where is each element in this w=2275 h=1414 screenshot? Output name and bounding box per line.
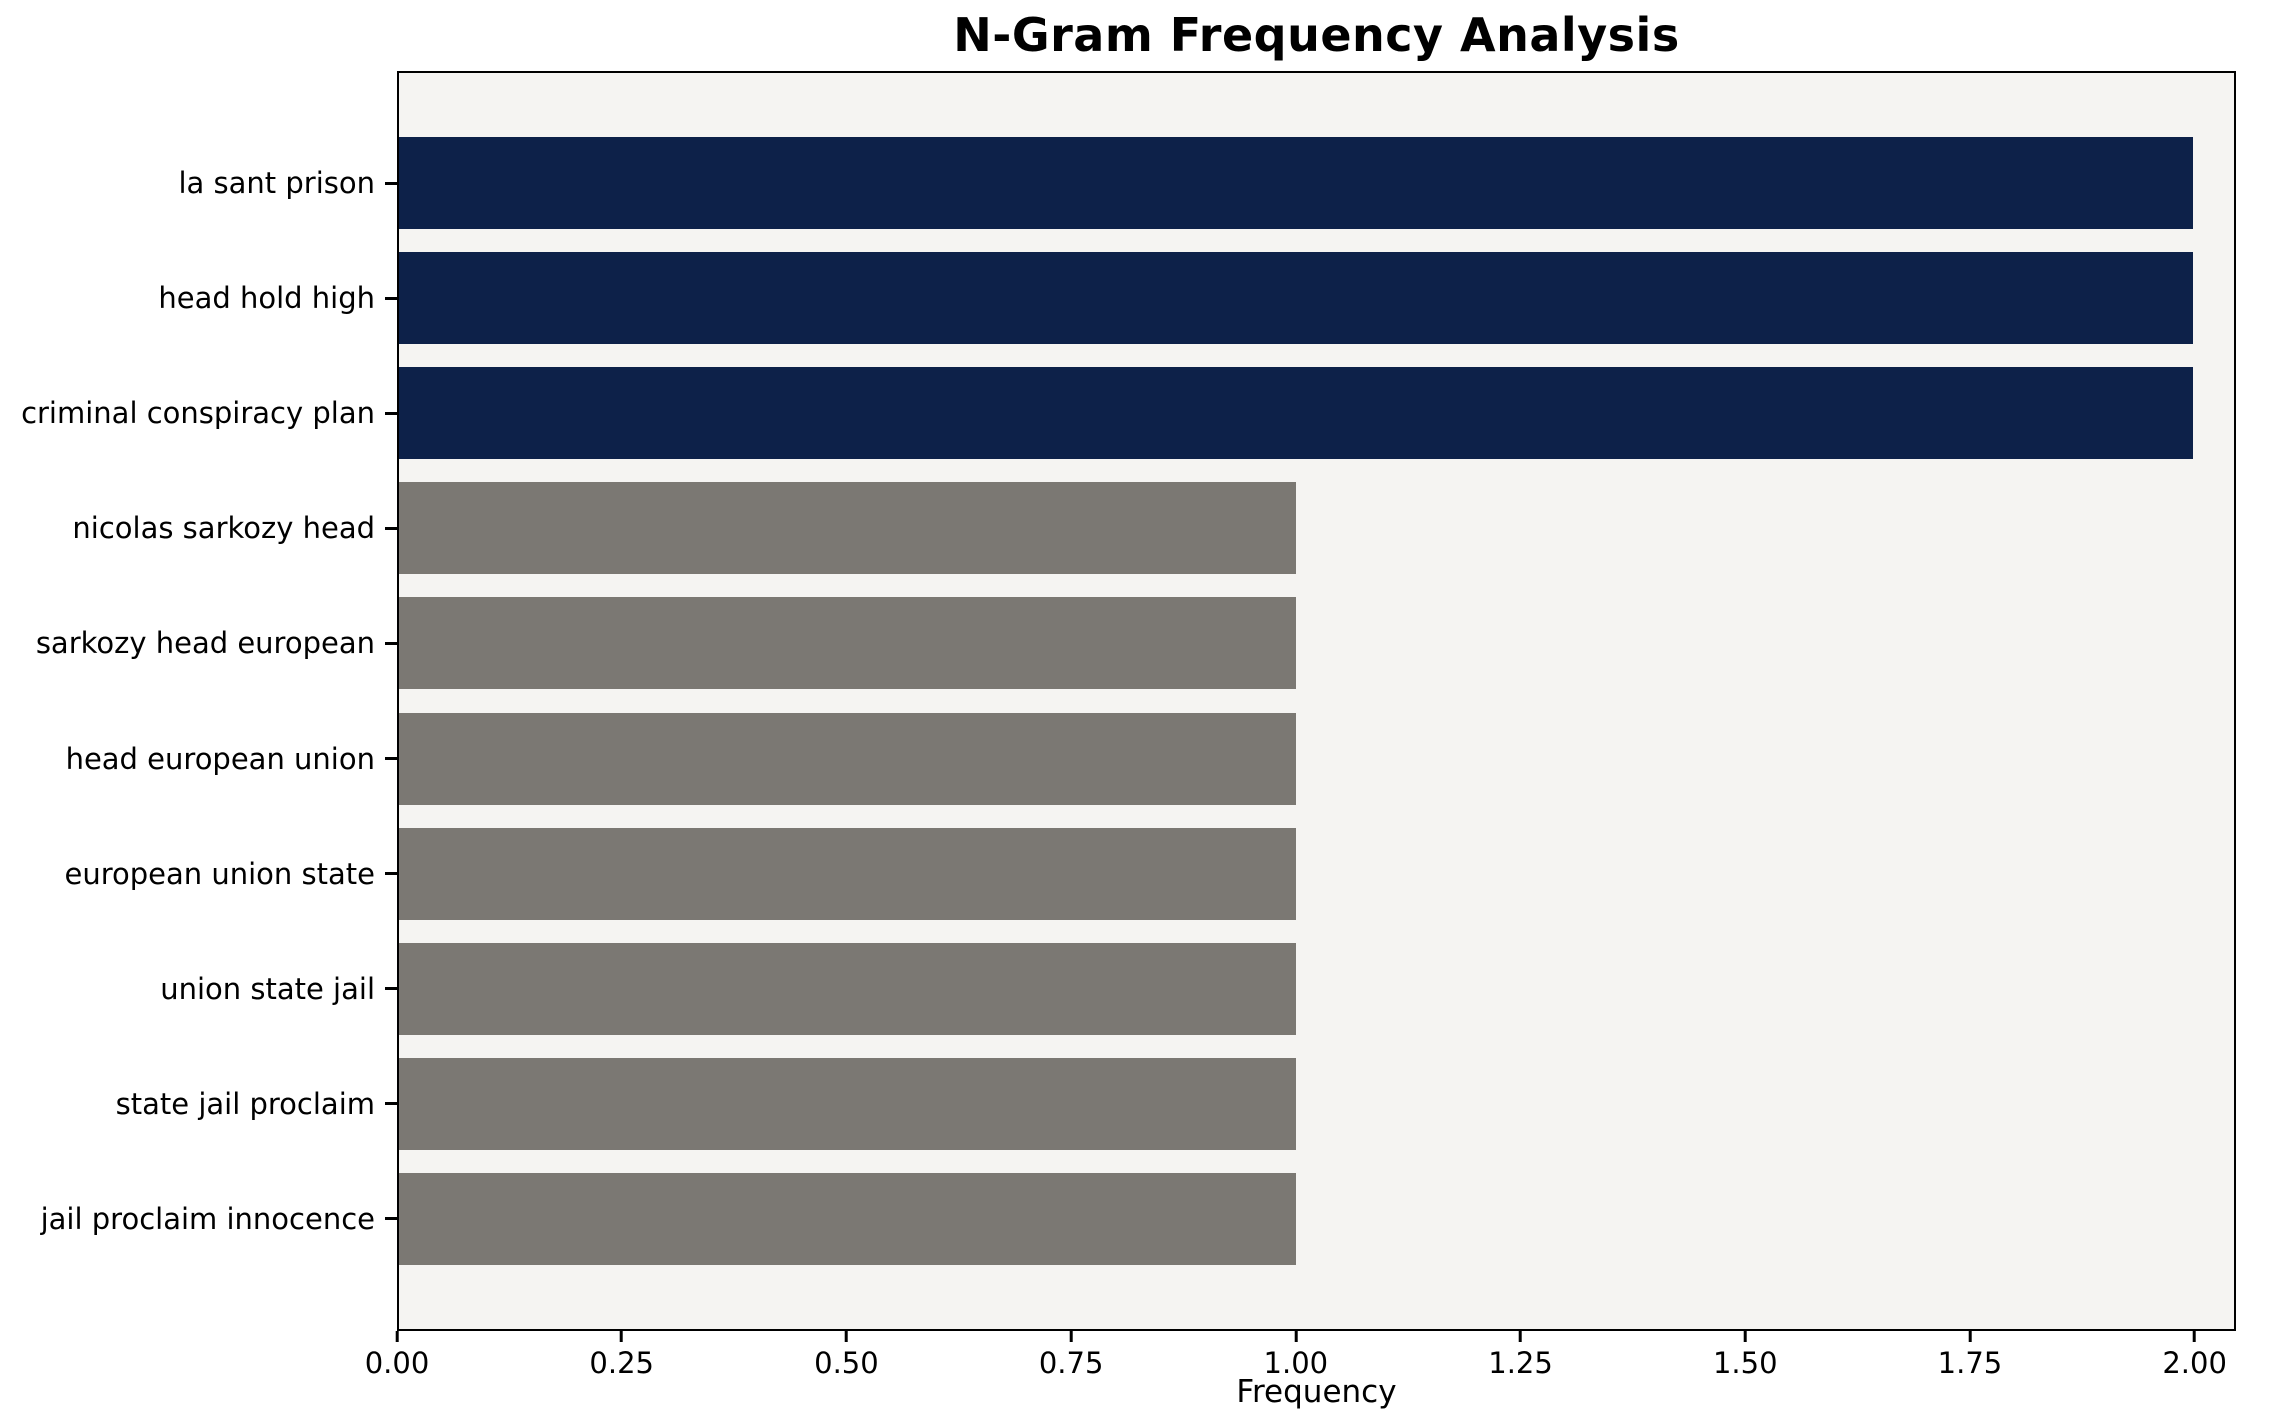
y-tick-label: la sant prison — [178, 166, 375, 200]
x-tick-label: 0.75 — [1038, 1346, 1104, 1380]
bar-row — [399, 137, 2234, 229]
x-tick-mark — [1743, 1331, 1747, 1342]
bar — [399, 1172, 1296, 1265]
y-tick-row: jail proclaim innocence — [0, 1173, 397, 1265]
x-tick-mark — [1069, 1331, 1073, 1342]
x-axis-label: Frequency — [1236, 1374, 1397, 1410]
y-tick-row: union state jail — [0, 943, 397, 1035]
y-tick-mark — [385, 1102, 397, 1106]
bar-rows — [399, 73, 2234, 1329]
chart-title: N-Gram Frequency Analysis — [953, 8, 1680, 62]
plot-area — [397, 71, 2236, 1331]
y-tick-label: jail proclaim innocence — [40, 1201, 375, 1236]
y-tick-mark — [385, 641, 397, 645]
y-tick-label: union state jail — [160, 971, 375, 1006]
x-tick: 0.25 — [589, 1331, 654, 1380]
y-tick-row: head european union — [0, 713, 397, 805]
x-tick-mark — [620, 1331, 624, 1342]
x-tick-label: 1.50 — [1712, 1346, 1778, 1380]
y-tick-row: sarkozy head european — [0, 597, 397, 689]
y-tick-row: nicolas sarkozy head — [0, 482, 397, 574]
y-tick-label: sarkozy head european — [35, 626, 375, 661]
x-tick: 2.00 — [2162, 1331, 2227, 1380]
bar — [399, 1057, 1296, 1150]
x-tick: 1.75 — [1937, 1331, 2003, 1380]
bar-row — [399, 1057, 2234, 1150]
y-tick-mark — [385, 181, 397, 185]
x-tick: 1.50 — [1713, 1331, 1778, 1380]
bar — [399, 712, 1296, 805]
x-tick-mark — [844, 1331, 848, 1342]
bar — [399, 942, 1296, 1035]
bar — [399, 827, 1296, 920]
y-tick-label: criminal conspiracy plan — [21, 396, 375, 431]
bar-row — [399, 597, 2234, 690]
x-tick-label: 1.00 — [1263, 1346, 1329, 1380]
x-axis: 0.00 0.25 0.50 0.75 1.00 1.25 1.50 1.75 2.00 — [365, 1331, 2236, 1391]
bar-row — [399, 942, 2234, 1035]
y-tick-mark — [385, 296, 397, 300]
x-tick-mark — [1294, 1331, 1298, 1342]
x-tick-label: 0.25 — [589, 1346, 654, 1380]
bar — [399, 482, 1296, 575]
x-tick: 1.25 — [1488, 1331, 1553, 1380]
y-tick-label: european union state — [64, 856, 376, 891]
y-tick-label: head european union — [65, 741, 375, 776]
y-tick-mark — [385, 987, 397, 991]
bar-row — [399, 367, 2234, 460]
y-tick-label: head hold high — [158, 281, 375, 316]
y-tick-row: la sant prison — [0, 137, 397, 229]
bar-row — [399, 827, 2234, 920]
y-tick-row: criminal conspiracy plan — [0, 367, 397, 459]
x-tick-mark — [395, 1331, 399, 1342]
x-tick: 1.00 — [1263, 1331, 1329, 1380]
bar-row — [399, 712, 2234, 805]
x-tick-mark — [1968, 1331, 1972, 1342]
x-tick: 0.00 — [364, 1331, 430, 1380]
y-tick-label: nicolas sarkozy head — [72, 511, 375, 546]
x-tick-label: 0.00 — [364, 1346, 430, 1380]
x-tick-mark — [2193, 1331, 2197, 1342]
x-tick-label: 2.00 — [2162, 1346, 2227, 1380]
x-tick-label: 1.25 — [1488, 1346, 1553, 1380]
y-tick-mark — [385, 526, 397, 530]
x-tick: 0.75 — [1038, 1331, 1104, 1380]
y-tick-mark — [385, 411, 397, 415]
bar-row — [399, 482, 2234, 575]
bar — [399, 137, 2193, 229]
x-tick-label: 1.75 — [1937, 1346, 2003, 1380]
x-tick-label: 0.50 — [814, 1346, 879, 1380]
bar-row — [399, 252, 2234, 345]
y-axis: la sant prison head hold high criminal con… — [0, 71, 397, 1331]
y-tick-mark — [385, 1217, 397, 1221]
bar — [399, 252, 2193, 345]
x-tick: 0.50 — [814, 1331, 879, 1380]
y-tick-mark — [385, 872, 397, 876]
bar — [399, 367, 2193, 460]
bar-row — [399, 1172, 2234, 1265]
y-tick-row: state jail proclaim — [0, 1058, 397, 1150]
bar — [399, 597, 1296, 690]
y-tick-row: head hold high — [0, 252, 397, 344]
x-tick-mark — [1519, 1331, 1523, 1342]
y-tick-mark — [385, 757, 397, 761]
y-tick-row: european union state — [0, 828, 397, 920]
y-tick-label: state jail proclaim — [115, 1086, 375, 1121]
